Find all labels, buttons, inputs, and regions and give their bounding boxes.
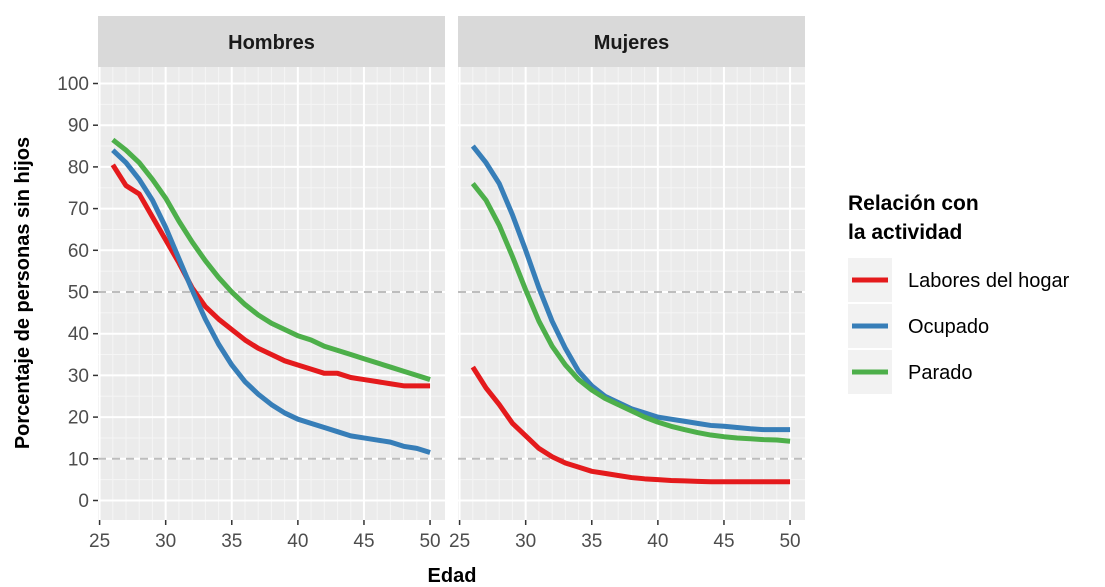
legend-title: la actividad bbox=[848, 221, 962, 244]
series-line-labores-del-hogar bbox=[470, 365, 791, 485]
y-tick-label: 50 bbox=[68, 283, 89, 304]
x-tick-label: 35 bbox=[581, 531, 602, 552]
x-tick-label: 35 bbox=[221, 531, 242, 552]
facet-strip-label: Hombres bbox=[228, 32, 315, 54]
y-axis-title: Porcentaje de personas sin hijos bbox=[12, 137, 34, 449]
y-axis: 0 10 20 30 40 50 60 70 80 90 100 bbox=[57, 74, 98, 512]
x-tick-label: 30 bbox=[155, 531, 176, 552]
facet-strip bbox=[98, 16, 445, 67]
series-line-parado bbox=[470, 182, 791, 444]
series-line-parado bbox=[111, 137, 431, 382]
x-tick-label: 45 bbox=[713, 531, 734, 552]
series-line-ocupado bbox=[111, 148, 431, 455]
x-tick-label: 40 bbox=[647, 531, 668, 552]
panel-hombres: Hombres bbox=[98, 16, 445, 520]
y-tick-label: 90 bbox=[68, 116, 89, 137]
y-tick-label: 40 bbox=[68, 324, 89, 345]
y-tick-label: 30 bbox=[68, 366, 89, 387]
legend-label: Parado bbox=[908, 362, 973, 384]
y-tick-label: 20 bbox=[68, 408, 89, 429]
y-tick-label: 60 bbox=[68, 241, 89, 262]
x-axis: 25 30 35 40 45 50 25 30 35 40 45 50 bbox=[89, 520, 801, 552]
x-tick-label: 30 bbox=[515, 531, 536, 552]
legend-label: Ocupado bbox=[908, 316, 989, 338]
y-tick-label: 0 bbox=[78, 491, 89, 512]
x-tick-label: 25 bbox=[449, 531, 470, 552]
panels-layer: Hombres Mujeres bbox=[98, 16, 805, 520]
x-tick-label: 45 bbox=[353, 531, 374, 552]
facet-strip-label: Mujeres bbox=[594, 32, 670, 54]
x-tick-label: 50 bbox=[419, 531, 440, 552]
series-line-labores-del-hogar bbox=[110, 163, 431, 389]
x-tick-label: 50 bbox=[779, 531, 800, 552]
facet-strip bbox=[458, 16, 805, 67]
legend-label: Labores del hogar bbox=[908, 270, 1070, 292]
x-axis-title: Edad bbox=[428, 565, 477, 587]
legend: Relación con la actividad Labores del hog… bbox=[848, 192, 1070, 394]
y-tick-label: 80 bbox=[68, 157, 89, 178]
y-tick-label: 70 bbox=[68, 199, 89, 220]
x-tick-label: 25 bbox=[89, 531, 110, 552]
y-tick-label: 10 bbox=[68, 449, 89, 470]
y-tick-label: 100 bbox=[57, 74, 89, 95]
panel-mujeres: Mujeres bbox=[458, 16, 805, 520]
x-tick-label: 40 bbox=[287, 531, 308, 552]
legend-title: Relación con bbox=[848, 192, 979, 215]
